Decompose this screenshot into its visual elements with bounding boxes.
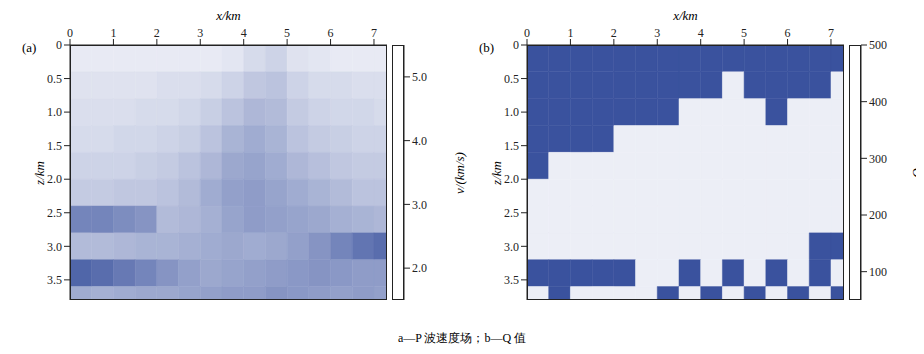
svg-text:1: 1 <box>567 26 573 40</box>
svg-text:0: 0 <box>524 26 530 40</box>
svg-text:2.0: 2.0 <box>504 172 519 186</box>
svg-text:0: 0 <box>513 38 519 52</box>
svg-text:3.0: 3.0 <box>504 240 519 254</box>
svg-text:1.5: 1.5 <box>504 139 519 153</box>
svg-text:2.0: 2.0 <box>47 172 62 186</box>
svg-text:1: 1 <box>110 26 116 40</box>
svg-text:300: 300 <box>869 152 887 166</box>
svg-text:500: 500 <box>869 38 887 52</box>
svg-text:3.5: 3.5 <box>504 273 519 287</box>
svg-text:7: 7 <box>828 26 834 40</box>
svg-text:0.5: 0.5 <box>47 72 62 86</box>
html-text:a—P 波速度场；b—Q 值: a—P 波速度场；b—Q 值 <box>397 331 527 345</box>
html-text:x/km: x/km <box>216 8 241 23</box>
svg-text:100: 100 <box>869 265 887 279</box>
svg-text:2: 2 <box>611 26 617 40</box>
svg-text:0: 0 <box>56 38 62 52</box>
svg-text:4: 4 <box>698 26 704 40</box>
svg-text:400: 400 <box>869 95 887 109</box>
svg-text:3.0: 3.0 <box>47 240 62 254</box>
html-text:z/km: z/km <box>489 160 504 185</box>
svg-text:200: 200 <box>869 208 887 222</box>
svg-text:1.0: 1.0 <box>47 105 62 119</box>
svg-text:6: 6 <box>328 26 334 40</box>
html-text:Q: Q <box>909 167 924 178</box>
svg-text:4: 4 <box>241 26 247 40</box>
svg-text:1.5: 1.5 <box>47 139 62 153</box>
html-text:(a): (a) <box>22 40 37 55</box>
svg-text:0: 0 <box>67 26 73 40</box>
html-text:x/km: x/km <box>673 8 698 23</box>
svg-text:5.0: 5.0 <box>412 70 427 84</box>
svg-text:2.5: 2.5 <box>47 206 62 220</box>
svg-text:5: 5 <box>284 26 290 40</box>
svg-text:2: 2 <box>154 26 160 40</box>
svg-text:2.5: 2.5 <box>504 206 519 220</box>
html-text:v/(km/s): v/(km/s) <box>452 151 467 194</box>
svg-text:3: 3 <box>654 26 660 40</box>
svg-text:7: 7 <box>371 26 377 40</box>
svg-text:4.0: 4.0 <box>412 134 427 148</box>
html-text:(b): (b) <box>479 40 495 55</box>
svg-text:1.0: 1.0 <box>504 105 519 119</box>
svg-text:3: 3 <box>197 26 203 40</box>
svg-text:3.0: 3.0 <box>412 198 427 212</box>
svg-text:6: 6 <box>785 26 791 40</box>
svg-text:2.0: 2.0 <box>412 261 427 275</box>
svg-text:5: 5 <box>741 26 747 40</box>
html-text:z/km: z/km <box>32 160 47 185</box>
svg-text:3.5: 3.5 <box>47 273 62 287</box>
svg-text:0.5: 0.5 <box>504 72 519 86</box>
